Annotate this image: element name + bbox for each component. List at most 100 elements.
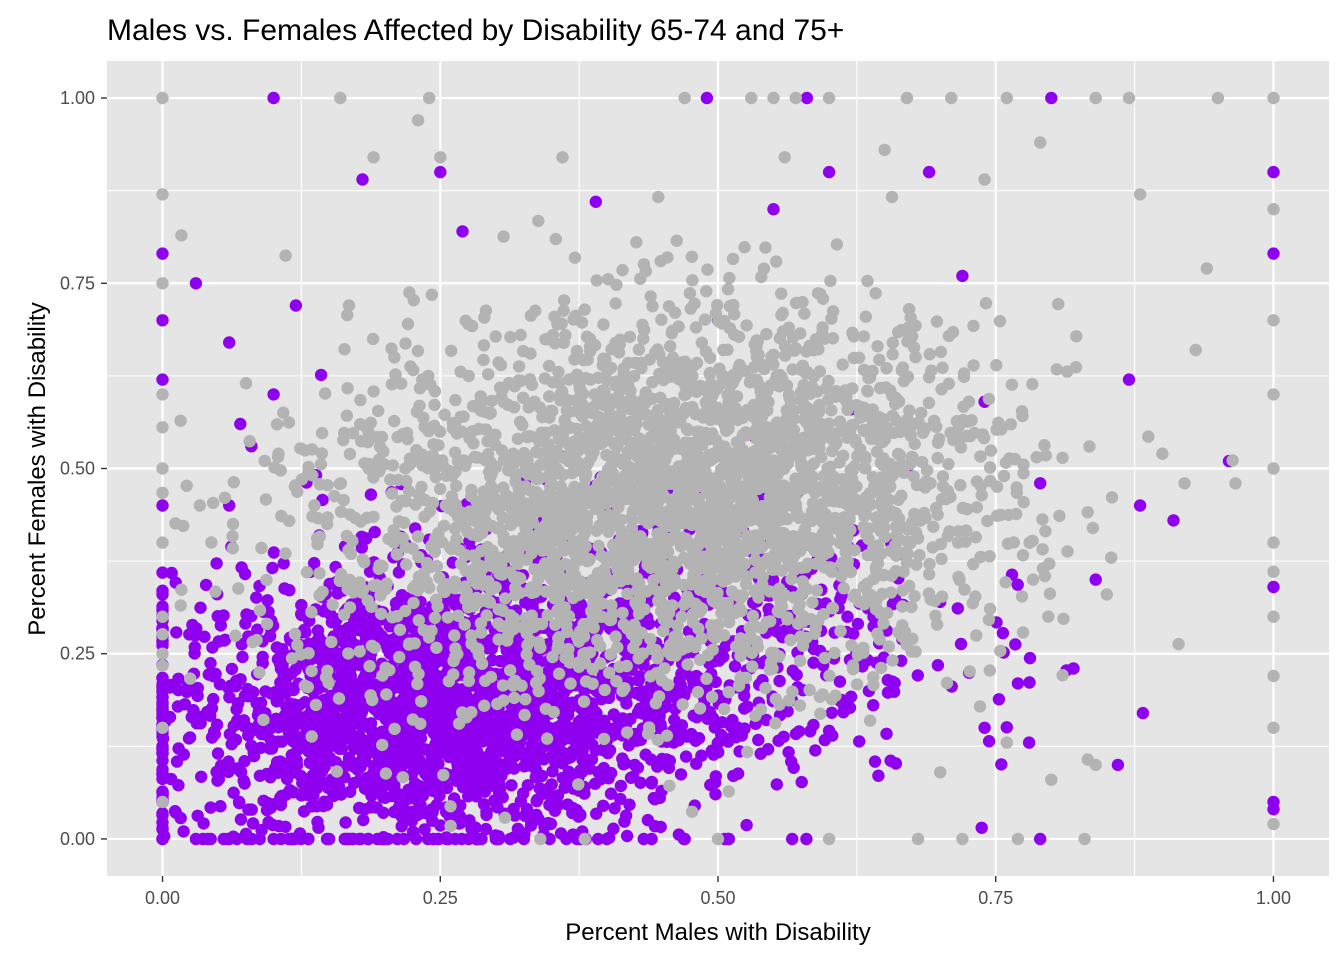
data-point bbox=[1045, 91, 1058, 105]
data-point bbox=[246, 817, 260, 830]
data-point bbox=[795, 393, 808, 406]
data-point bbox=[992, 693, 1006, 706]
data-point bbox=[156, 684, 169, 697]
data-point bbox=[449, 686, 462, 699]
data-point bbox=[1081, 506, 1094, 519]
data-point bbox=[738, 722, 751, 735]
data-point bbox=[411, 344, 425, 358]
data-point bbox=[237, 714, 251, 727]
data-point bbox=[418, 823, 431, 836]
data-point bbox=[983, 550, 996, 563]
data-point bbox=[416, 648, 430, 662]
data-point bbox=[738, 241, 751, 254]
data-point bbox=[311, 624, 325, 637]
data-point bbox=[731, 767, 745, 780]
data-point bbox=[354, 418, 367, 431]
data-point bbox=[419, 767, 432, 780]
data-point bbox=[1070, 330, 1083, 343]
data-point bbox=[489, 832, 502, 846]
data-point bbox=[676, 698, 689, 711]
data-point bbox=[822, 393, 835, 406]
data-point bbox=[445, 344, 458, 357]
data-point bbox=[755, 391, 768, 404]
data-point bbox=[207, 692, 220, 706]
data-point bbox=[356, 716, 369, 729]
data-point bbox=[455, 832, 468, 846]
data-point bbox=[631, 761, 645, 774]
data-point bbox=[632, 343, 646, 356]
data-point bbox=[555, 693, 568, 706]
data-point bbox=[204, 801, 217, 814]
data-point bbox=[482, 368, 495, 381]
data-point bbox=[385, 708, 398, 721]
data-point bbox=[262, 815, 275, 829]
data-point bbox=[1105, 491, 1119, 504]
data-point bbox=[665, 327, 678, 340]
data-point bbox=[786, 664, 799, 677]
data-point bbox=[905, 600, 918, 614]
data-point bbox=[277, 714, 290, 728]
data-point bbox=[489, 330, 502, 343]
data-point bbox=[752, 733, 765, 747]
data-point bbox=[812, 441, 826, 455]
data-point bbox=[1086, 521, 1100, 535]
data-point bbox=[438, 732, 451, 746]
data-point bbox=[457, 693, 470, 707]
data-point bbox=[967, 319, 980, 333]
data-point bbox=[483, 717, 496, 731]
data-point bbox=[529, 715, 543, 728]
data-point bbox=[881, 686, 895, 699]
data-point bbox=[861, 549, 874, 562]
data-point bbox=[872, 486, 886, 499]
data-point bbox=[962, 395, 976, 408]
data-point bbox=[807, 370, 821, 383]
data-point bbox=[773, 332, 787, 345]
data-point bbox=[664, 340, 677, 353]
data-point bbox=[156, 743, 169, 757]
data-point bbox=[1015, 590, 1029, 603]
data-point bbox=[977, 431, 991, 445]
data-point bbox=[781, 455, 794, 468]
data-point bbox=[620, 829, 634, 843]
data-point bbox=[533, 782, 546, 795]
data-point bbox=[532, 214, 545, 228]
data-point bbox=[800, 91, 814, 105]
data-point bbox=[975, 489, 988, 502]
data-point bbox=[738, 689, 751, 702]
data-point bbox=[885, 190, 899, 204]
data-point bbox=[549, 232, 562, 246]
data-point bbox=[1010, 486, 1023, 499]
data-point bbox=[388, 722, 401, 736]
data-point bbox=[994, 644, 1007, 658]
data-point bbox=[673, 674, 686, 687]
data-point bbox=[983, 602, 997, 616]
data-point bbox=[395, 810, 409, 824]
data-point bbox=[156, 499, 169, 512]
data-point bbox=[630, 236, 643, 249]
data-point bbox=[269, 686, 282, 699]
data-point bbox=[1267, 565, 1280, 578]
data-point bbox=[873, 510, 886, 523]
data-point bbox=[767, 348, 780, 361]
data-point bbox=[857, 363, 871, 377]
data-point bbox=[562, 765, 575, 778]
data-point bbox=[295, 607, 308, 621]
data-point bbox=[936, 361, 949, 374]
data-point bbox=[299, 626, 312, 639]
data-point bbox=[738, 702, 751, 715]
data-point bbox=[859, 491, 872, 504]
data-point bbox=[660, 753, 673, 766]
data-point bbox=[1034, 832, 1047, 846]
data-point bbox=[347, 776, 361, 790]
data-point bbox=[726, 252, 740, 266]
data-point bbox=[429, 656, 442, 670]
data-point bbox=[210, 718, 224, 731]
data-points bbox=[156, 91, 1280, 846]
data-point bbox=[981, 514, 994, 528]
data-point bbox=[740, 319, 753, 332]
data-point bbox=[836, 358, 849, 371]
data-point bbox=[775, 287, 788, 300]
data-point bbox=[1050, 363, 1064, 376]
data-point bbox=[880, 727, 893, 740]
data-point bbox=[614, 779, 628, 793]
